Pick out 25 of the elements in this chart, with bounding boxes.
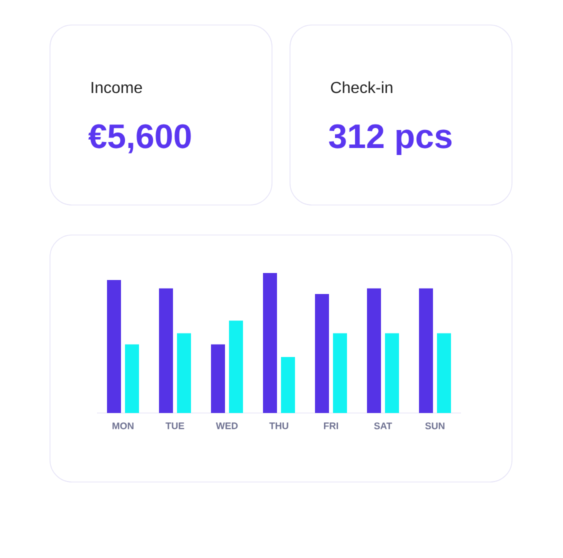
bar [332, 333, 347, 413]
x-tick-label: WED [216, 422, 238, 430]
text: Income [92, 82, 142, 94]
text: €5,600 [88, 124, 191, 154]
bar [159, 288, 173, 413]
x-tick-label: FRI [324, 422, 338, 430]
bar [314, 294, 329, 413]
bar [177, 333, 191, 413]
bar [418, 288, 433, 413]
x-tick-label: MON [112, 422, 134, 430]
bar [229, 320, 243, 413]
x-tick-label: TUE [166, 422, 184, 430]
bar [366, 288, 381, 413]
bar [211, 344, 225, 413]
bar [125, 344, 139, 413]
bar [280, 357, 295, 413]
text: Check-in [331, 81, 392, 94]
bar [436, 333, 451, 413]
bar [262, 273, 277, 413]
bar [384, 333, 399, 413]
bar [107, 280, 121, 413]
x-tick-label: SUN [425, 422, 444, 430]
text: 312 pcs [328, 124, 452, 156]
x-tick-label: THU [269, 422, 288, 430]
x-tick-label: SAT [374, 422, 392, 430]
